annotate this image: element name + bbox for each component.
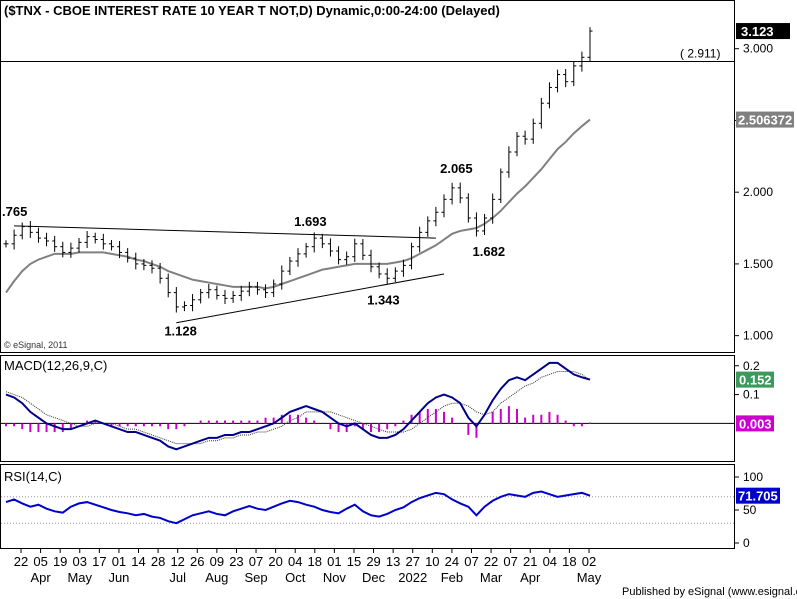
- x-month-label: Jul: [169, 570, 186, 585]
- x-day-label: 26: [190, 554, 204, 569]
- x-day-label: 01: [327, 554, 341, 569]
- macd-value: 0.152: [739, 373, 772, 388]
- x-day-label: 18: [562, 554, 576, 569]
- rsi-panel-frame: [0, 464, 735, 549]
- x-day-label: 14: [131, 554, 145, 569]
- last-price-badge: [736, 23, 790, 40]
- level-label: ( 2.911): [680, 46, 720, 60]
- rsi-y-tick-label: 100: [743, 470, 763, 484]
- trendline: [176, 273, 445, 324]
- rsi-line: [5, 490, 591, 525]
- trendline: [14, 225, 436, 239]
- rsi-value-badge: [736, 487, 780, 504]
- x-month-label: Oct: [285, 570, 306, 585]
- price-y-tick-label: 3.000: [743, 42, 773, 56]
- x-month-label: Feb: [441, 570, 463, 585]
- last-price-value: 3.123: [741, 24, 774, 39]
- price-y-tick-label: 1.000: [743, 329, 773, 343]
- x-month-label: Apr: [30, 570, 51, 585]
- x-month-label: May: [67, 570, 92, 585]
- macd-line: [5, 361, 591, 451]
- x-day-label: 02: [582, 554, 596, 569]
- macd-label: MACD(12,26,9,C): [4, 358, 107, 373]
- x-day-label: 23: [229, 554, 243, 569]
- x-day-label: 17: [92, 554, 106, 569]
- price-y-tick-label: 2.000: [743, 185, 773, 199]
- x-day-label: 27: [405, 554, 419, 569]
- x-day-label: 09: [210, 554, 224, 569]
- x-month-label: Mar: [480, 570, 503, 585]
- x-day-label: 29: [366, 554, 380, 569]
- annotation-label: 1.682: [473, 244, 506, 259]
- x-month-label: Apr: [520, 570, 541, 585]
- annotation-label: 1.128: [164, 323, 197, 338]
- x-day-label: 19: [53, 554, 67, 569]
- x-day-label: 22: [484, 554, 498, 569]
- rsi-value: 71.705: [738, 489, 778, 504]
- x-month-label: Aug: [205, 570, 228, 585]
- rsi-y-tick-label: 0: [743, 536, 750, 550]
- x-day-label: 01: [112, 554, 126, 569]
- x-month-label: Nov: [323, 570, 347, 585]
- annotation-label: .765: [2, 204, 27, 219]
- ma-value-badge: [736, 111, 794, 128]
- copyright-text: © eSignal, 2011: [4, 340, 68, 350]
- x-day-label: 04: [543, 554, 557, 569]
- x-day-label: 15: [347, 554, 361, 569]
- x-day-label: 21: [523, 554, 537, 569]
- x-day-label: 07: [249, 554, 263, 569]
- x-day-label: 07: [464, 554, 478, 569]
- x-day-label: 10: [425, 554, 439, 569]
- x-day-label: 22: [14, 554, 28, 569]
- x-month-label: 2022: [398, 570, 427, 585]
- macd-hist-badge: [736, 415, 774, 432]
- annotation-label: 1.343: [367, 292, 400, 307]
- annotation-label: 1.693: [294, 214, 327, 229]
- x-month-label: Jun: [108, 570, 129, 585]
- macd-value-badge: [736, 371, 774, 388]
- footer-text: Published by eSignal (www.esignal.com): [622, 586, 797, 598]
- x-month-label: May: [577, 570, 602, 585]
- x-day-label: 28: [151, 554, 165, 569]
- x-month-label: Sep: [244, 570, 267, 585]
- x-day-label: 05: [33, 554, 47, 569]
- macd-hist-value: 0.003: [739, 416, 772, 431]
- x-day-label: 12: [170, 554, 184, 569]
- ma-value: 2.506372: [738, 113, 792, 128]
- x-day-label: 04: [288, 554, 302, 569]
- macd-panel-frame: [0, 355, 735, 462]
- annotation-label: 2.065: [440, 161, 473, 176]
- x-day-label: 03: [73, 554, 87, 569]
- price-y-tick-label: 1.500: [743, 257, 773, 271]
- x-day-label: 20: [268, 554, 282, 569]
- macd-y-tick-label: 0.2: [743, 359, 760, 373]
- price-panel-frame: [0, 0, 735, 353]
- macd-y-tick-label: 0.1: [743, 388, 760, 402]
- x-day-label: 07: [503, 554, 517, 569]
- x-day-label: 13: [386, 554, 400, 569]
- x-month-label: Dec: [362, 570, 386, 585]
- rsi-label: RSI(14,C): [4, 469, 62, 484]
- chart-title: ($TNX - CBOE INTEREST RATE 10 YEAR T NOT…: [4, 3, 500, 18]
- x-day-label: 24: [445, 554, 459, 569]
- rsi-y-tick-label: 50: [743, 503, 757, 517]
- x-day-label: 18: [308, 554, 322, 569]
